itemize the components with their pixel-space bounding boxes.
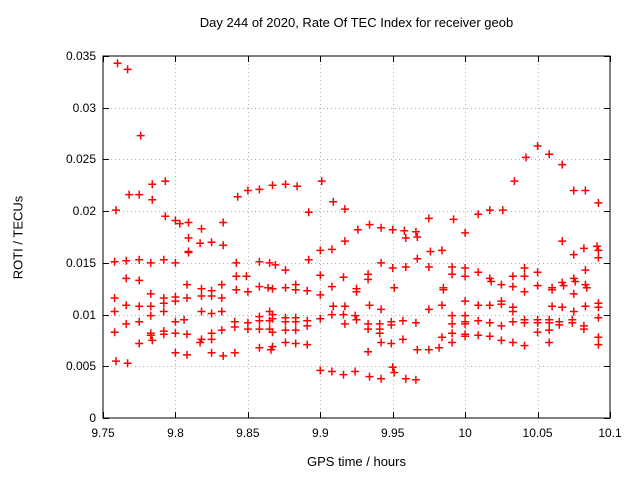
y-tick-label: 0.02 (72, 204, 96, 219)
y-tick-label: 0.005 (65, 359, 96, 374)
axis-tick-marks (103, 56, 611, 419)
x-tick-label: 9.95 (381, 426, 405, 440)
x-tick-label: 9.75 (91, 426, 115, 440)
y-tick-label: 0.035 (65, 49, 96, 63)
x-axis-title: GPS time / hours (307, 454, 406, 469)
grid-lines (103, 56, 610, 418)
y-tick-label: 0.015 (65, 255, 96, 270)
x-tick-label: 9.85 (236, 426, 260, 440)
x-tick-label: 9.9 (311, 426, 329, 440)
x-tick-label: 10.05 (522, 426, 553, 440)
y-tick-label: 0 (89, 411, 96, 425)
plot-border (102, 55, 611, 419)
x-tick-label: 9.8 (167, 426, 184, 440)
x-tick-label: 10 (458, 426, 472, 440)
x-tick-label: 10.1 (598, 426, 622, 440)
y-tick-label: 0.025 (65, 152, 96, 167)
y-tick-label: 0.03 (72, 100, 96, 115)
chart-title: Day 244 of 2020, Rate Of TEC Index for r… (199, 15, 514, 30)
y-tick-label: 0.01 (72, 307, 96, 322)
scatter-points (110, 59, 603, 384)
